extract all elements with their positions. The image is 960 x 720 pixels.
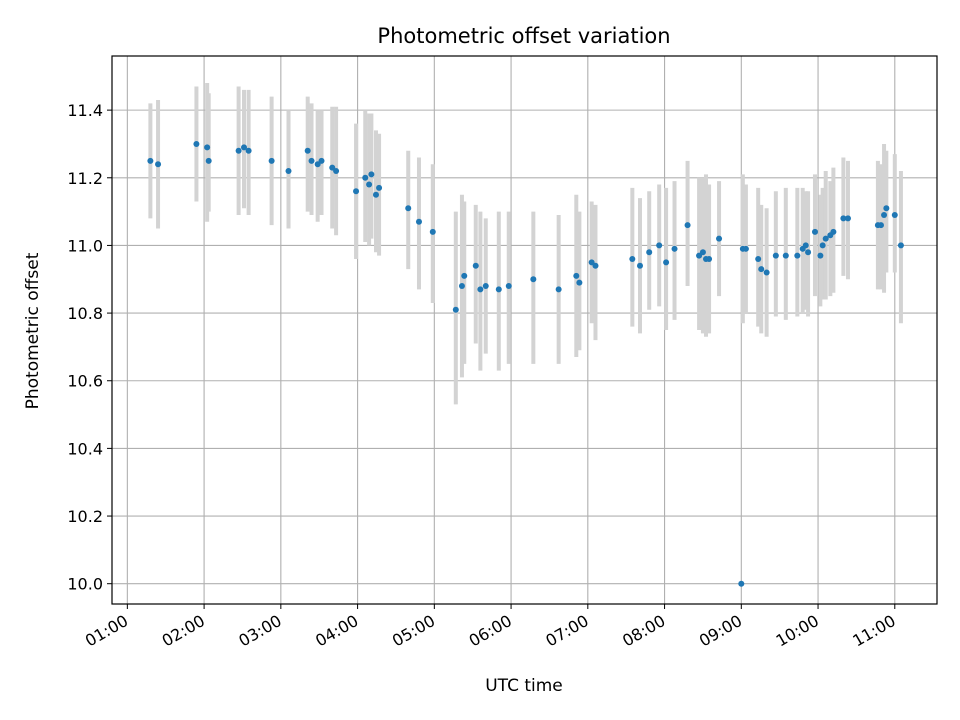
data-point: [458, 283, 465, 290]
data-point: [482, 283, 489, 290]
plot-frame: [111, 55, 938, 605]
data-point: [716, 235, 723, 242]
data-point: [204, 144, 211, 151]
data-point: [368, 171, 375, 178]
data-point: [699, 249, 706, 256]
data-point: [758, 266, 765, 273]
data-point: [696, 252, 703, 259]
y-tick-label: 11.2: [67, 169, 103, 188]
data-point: [353, 188, 360, 195]
data-point: [333, 168, 340, 175]
data-point: [155, 161, 162, 168]
data-point: [844, 215, 851, 222]
data-point: [646, 249, 653, 256]
data-point: [805, 249, 812, 256]
data-point: [573, 272, 580, 279]
data-point: [822, 235, 829, 242]
data-point: [373, 191, 379, 198]
data-point: [241, 144, 247, 151]
data-point: [881, 211, 888, 218]
data-point: [656, 242, 663, 249]
data-point: [819, 242, 826, 249]
data-point: [205, 157, 212, 164]
data-point: [147, 157, 154, 164]
data-point: [362, 174, 369, 181]
data-point: [576, 279, 583, 286]
data-point: [318, 157, 325, 164]
data-point: [772, 252, 779, 259]
data-point: [477, 286, 484, 293]
y-tick-label: 10.6: [67, 372, 103, 391]
y-tick-label: 10.0: [67, 575, 103, 594]
data-point: [763, 269, 770, 276]
data-point: [877, 222, 884, 229]
data-point: [366, 181, 373, 188]
data-point: [405, 205, 412, 212]
data-point: [883, 205, 890, 212]
chart-title: Photometric offset variation: [377, 24, 670, 48]
data-point: [376, 184, 383, 191]
data-point: [588, 259, 595, 266]
data-point: [314, 161, 321, 168]
y-tick-label: 10.4: [67, 439, 103, 458]
data-point: [308, 157, 315, 164]
y-tick-label: 11.4: [67, 101, 103, 120]
data-point: [742, 245, 749, 252]
data-point: [811, 228, 818, 235]
data-point: [629, 255, 636, 262]
data-point: [840, 215, 847, 222]
data-point: [706, 255, 713, 262]
data-point: [817, 252, 824, 259]
data-point: [505, 283, 512, 290]
data-point: [193, 140, 200, 147]
y-axis-title: Photometric offset: [23, 252, 43, 409]
data-point: [802, 242, 809, 249]
data-point: [782, 252, 789, 259]
y-tick-label: 11.0: [67, 236, 103, 255]
data-point: [429, 228, 436, 235]
data-point: [684, 222, 691, 229]
data-point: [530, 276, 537, 283]
data-point: [671, 245, 678, 252]
data-point: [235, 147, 242, 154]
grid: [112, 56, 937, 604]
data-point: [663, 259, 670, 266]
data-point: [329, 164, 336, 171]
data-point: [495, 286, 502, 293]
data-point: [794, 252, 801, 259]
data-point: [461, 272, 468, 279]
data-point: [592, 262, 599, 269]
data-point: [897, 242, 904, 249]
data-point: [452, 306, 459, 313]
y-tick-label: 10.8: [67, 304, 103, 323]
data-point: [830, 228, 837, 235]
data-points: [147, 140, 904, 587]
data-point: [738, 580, 745, 587]
data-point: [755, 255, 762, 262]
data-point: [637, 262, 643, 269]
data-point: [285, 168, 292, 175]
data-point: [555, 286, 562, 293]
data-point: [891, 211, 898, 218]
data-point: [245, 147, 252, 154]
y-tick-label: 10.2: [67, 507, 103, 526]
data-point: [472, 262, 479, 269]
data-point: [415, 218, 422, 225]
data-point: [304, 147, 311, 154]
data-point: [268, 157, 275, 164]
x-axis-title: UTC time: [485, 676, 563, 696]
